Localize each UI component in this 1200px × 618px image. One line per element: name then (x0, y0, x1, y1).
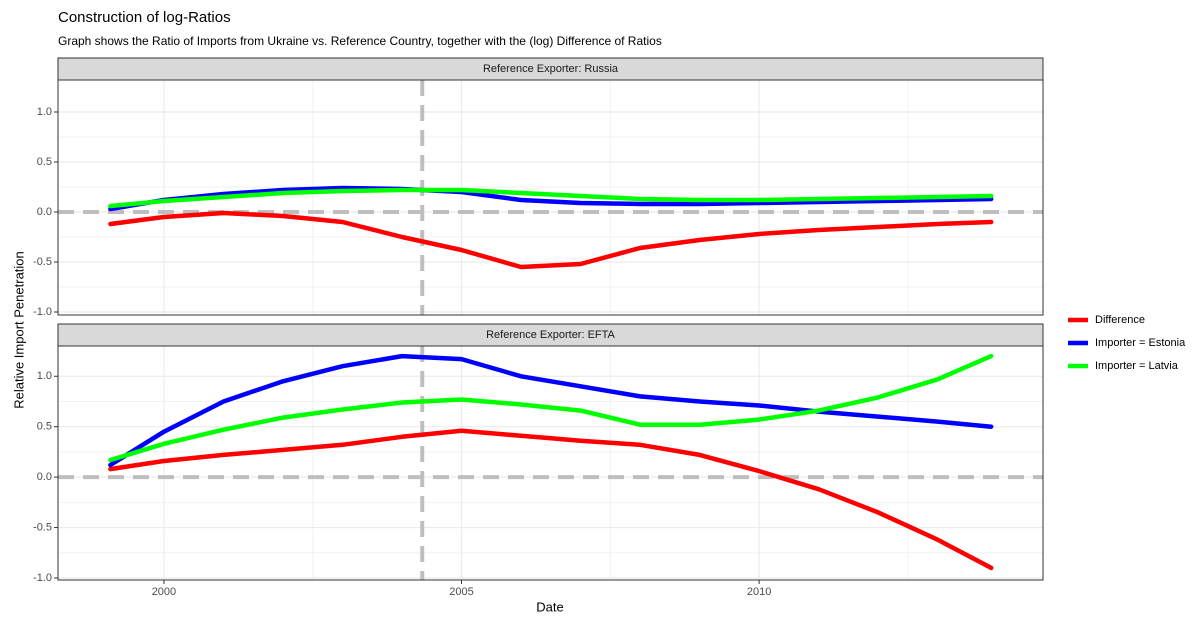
y-tick-label: 0.5 (37, 156, 52, 168)
y-tick-label: 1.0 (37, 370, 52, 382)
strip-label: Reference Exporter: EFTA (486, 329, 615, 341)
chart-title: Construction of log-Ratios (58, 9, 231, 26)
panel-border (57, 79, 1044, 316)
chart-subtitle: Graph shows the Ratio of Imports from Uk… (58, 34, 662, 48)
legend-label: Importer = Estonia (1095, 337, 1186, 349)
x-tick-label: 2000 (152, 586, 176, 598)
y-tick-label: -0.5 (33, 256, 52, 268)
x-tick-label: 2010 (747, 586, 771, 598)
y-tick-label: 0.0 (37, 206, 52, 218)
y-tick-label: 0.5 (37, 421, 52, 433)
strip-label: Reference Exporter: Russia (483, 63, 619, 75)
legend-label: Difference (1095, 314, 1145, 326)
y-tick-label: 0.0 (37, 471, 52, 483)
series-line (108, 187, 994, 209)
series-line (108, 185, 994, 212)
y-tick-label: 1.0 (37, 106, 52, 118)
series-line (108, 353, 994, 463)
series-line (108, 428, 994, 571)
x-axis-title: Date (536, 599, 563, 614)
series-line (108, 210, 994, 270)
y-tick-label: -1.0 (33, 306, 52, 318)
y-tick-label: -0.5 (33, 521, 52, 533)
x-tick-label: 2005 (449, 586, 473, 598)
y-tick-label: -1.0 (33, 572, 52, 584)
y-axis-title: Relative Import Penetration (11, 251, 26, 409)
panel-border (57, 345, 1044, 581)
series-line (108, 353, 994, 468)
legend-label: Importer = Latvia (1095, 360, 1179, 372)
